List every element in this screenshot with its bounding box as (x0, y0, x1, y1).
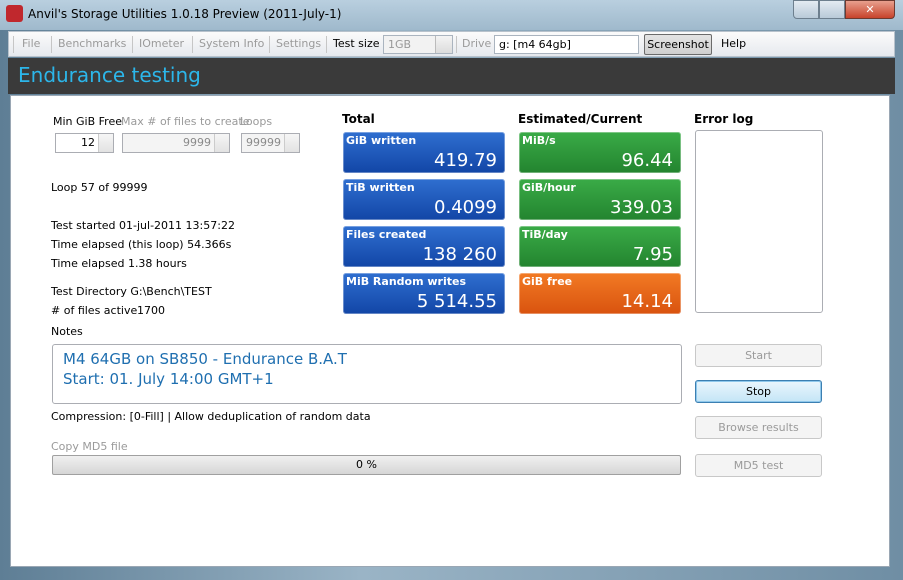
min-free-input[interactable]: 12 (55, 133, 114, 153)
menu-item[interactable]: IOmeter (139, 37, 184, 50)
screenshot-button[interactable]: Screenshot (644, 34, 712, 55)
tile-label: MiB/s (522, 134, 556, 147)
stop-button[interactable]: Stop (695, 380, 822, 403)
tile-label: GiB/hour (522, 181, 576, 194)
tile-label: GiB written (346, 134, 417, 147)
tile-value: 419.79 (434, 150, 497, 171)
tile-value: 7.95 (632, 244, 673, 265)
notes-box[interactable]: M4 64GB on SB850 - Endurance B.A.T Start… (52, 344, 682, 404)
error-log-heading: Error log (694, 112, 754, 126)
current-heading: Estimated/Current (518, 112, 643, 126)
test-started: Test started 01-jul-2011 13:57:22 (51, 219, 235, 232)
field-value: 9999 (183, 136, 211, 149)
tile-value: 14.14 (621, 291, 673, 312)
field-label: Min GiB Free (53, 115, 122, 128)
notes-line: Start: 01. July 14:00 GMT+1 (63, 370, 274, 388)
files-active-label: # of files active (51, 304, 138, 317)
tile-label: MiB Random writes (346, 275, 467, 288)
section-header: Endurance testing (8, 58, 895, 94)
browse-results-button[interactable]: Browse results (695, 416, 822, 439)
notes-line: M4 64GB on SB850 - Endurance B.A.T (63, 350, 347, 368)
section-title: Endurance testing (18, 63, 201, 87)
tile-label: TiB/day (522, 228, 568, 241)
stat-tile: GiB free 14.14 (519, 273, 681, 314)
tile-value: 96.44 (621, 150, 673, 171)
tile-label: GiB free (522, 275, 573, 288)
start-button[interactable]: Start (695, 344, 822, 367)
test-size-value: 1GB (388, 38, 412, 51)
elapsed-loop: Time elapsed (this loop) 54.366s (51, 238, 232, 251)
drive-select[interactable]: g: [m4 64gb] (494, 35, 639, 54)
field-value: 99999 (246, 136, 281, 149)
menu-item[interactable]: File (22, 37, 41, 50)
total-heading: Total (342, 112, 375, 126)
stat-tile: Files created 138 260 (343, 226, 505, 267)
maximize-button[interactable] (819, 0, 845, 19)
menu-bar: File Benchmarks IOmeter System Info Sett… (8, 31, 895, 57)
stat-tile: MiB Random writes 5 514.55 (343, 273, 505, 314)
stat-tile: GiB written 419.79 (343, 132, 505, 173)
stat-tile: GiB/hour 339.03 (519, 179, 681, 220)
minimize-button[interactable] (793, 0, 819, 19)
files-active-value: 1700 (137, 304, 165, 317)
stat-tile: MiB/s 96.44 (519, 132, 681, 173)
error-log-box[interactable] (695, 130, 823, 313)
menu-item[interactable]: Help (721, 37, 747, 50)
tile-label: TiB written (346, 181, 415, 194)
progress-text: 0 % (356, 458, 377, 471)
copy-label: Copy MD5 file (51, 440, 128, 453)
loop-status: Loop 57 of 99999 (51, 181, 148, 194)
close-button[interactable]: ✕ (845, 0, 895, 19)
tile-value: 5 514.55 (416, 291, 497, 312)
tile-value: 138 260 (422, 244, 497, 265)
test-size-select[interactable]: 1GB (383, 35, 453, 54)
max-files-input[interactable]: 9999 (122, 133, 230, 153)
loops-input[interactable]: 99999 (241, 133, 300, 153)
tile-value: 339.03 (610, 197, 673, 218)
drive-label: Drive (462, 37, 492, 50)
menu-item[interactable]: System Info (199, 37, 265, 50)
md5-test-button[interactable]: MD5 test (695, 454, 822, 477)
stat-tile: TiB written 0.4099 (343, 179, 505, 220)
menu-item[interactable]: Benchmarks (58, 37, 127, 50)
title-bar: Anvil's Storage Utilities 1.0.18 Preview… (0, 0, 903, 30)
stat-tile: TiB/day 7.95 (519, 226, 681, 267)
test-directory: Test Directory G:\Bench\TEST (51, 285, 212, 298)
progress-bar: 0 % (52, 455, 681, 475)
menu-item[interactable]: Settings (276, 37, 322, 50)
content-panel: Min GiB Free Max # of files to create Lo… (10, 95, 890, 567)
tile-value: 0.4099 (434, 197, 497, 218)
drive-value: g: [m4 64gb] (499, 38, 571, 51)
notes-label: Notes (51, 325, 83, 338)
app-icon (6, 5, 23, 22)
tile-label: Files created (346, 228, 427, 241)
elapsed-total: Time elapsed 1.38 hours (51, 257, 187, 270)
field-label: Loops (240, 115, 273, 128)
field-value: 12 (81, 136, 95, 149)
compression-info: Compression: [0-Fill] | Allow deduplicat… (51, 410, 371, 423)
test-size-label: Test size (333, 37, 380, 50)
field-label: Max # of files to create (121, 115, 250, 128)
window-title: Anvil's Storage Utilities 1.0.18 Preview… (28, 7, 342, 21)
